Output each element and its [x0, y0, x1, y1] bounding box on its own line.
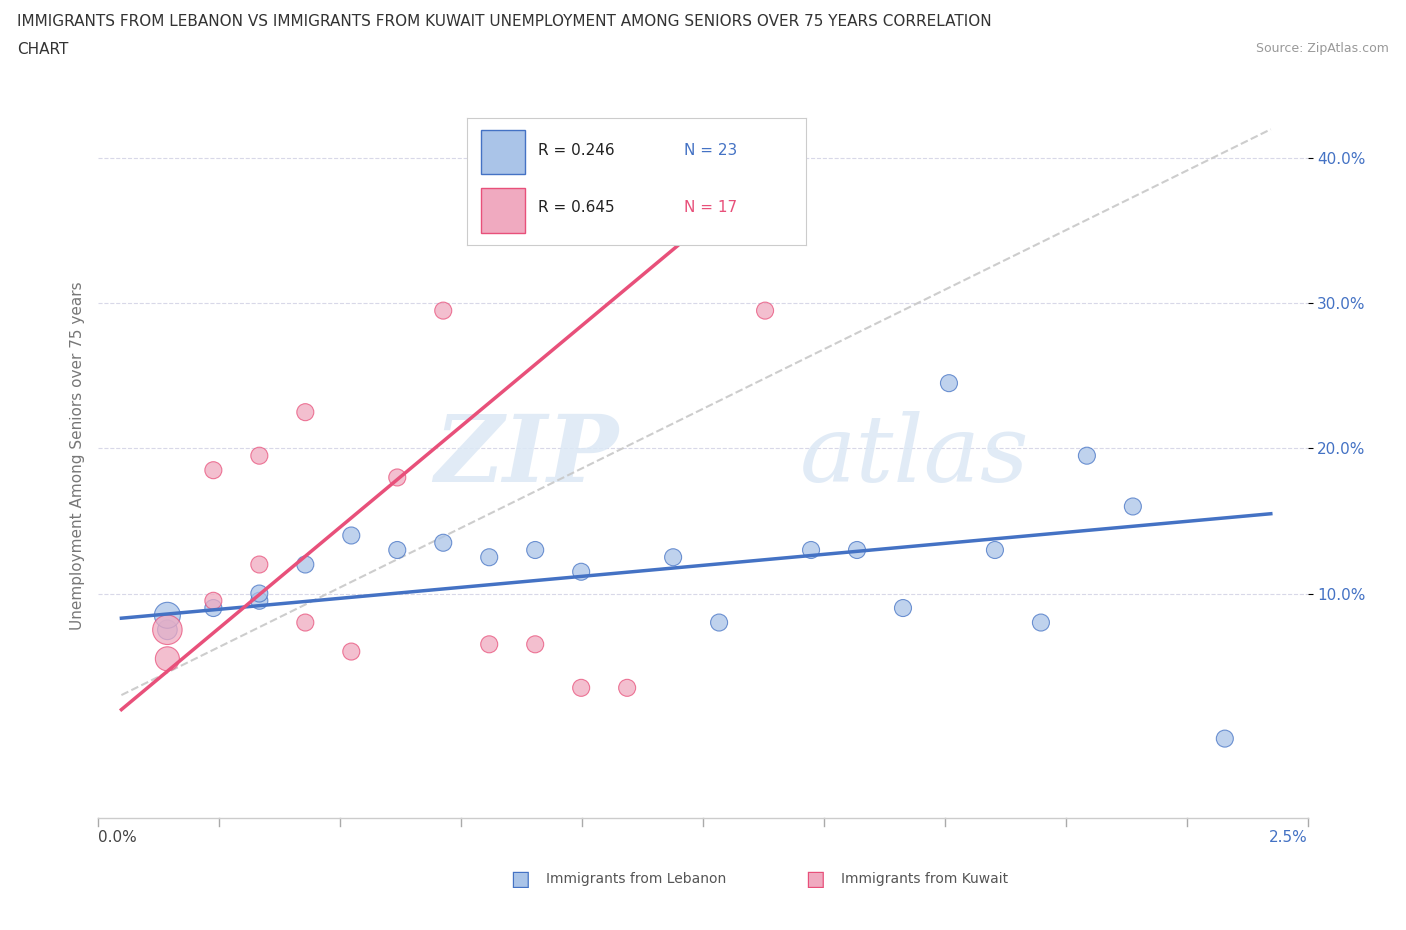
Point — [202, 593, 225, 608]
Point — [800, 542, 823, 557]
Point — [247, 593, 270, 608]
Text: 2.5%: 2.5% — [1268, 830, 1308, 845]
Point — [294, 557, 316, 572]
Point — [202, 601, 225, 616]
Text: ■: ■ — [510, 869, 530, 889]
Point — [247, 586, 270, 601]
Text: □: □ — [510, 869, 530, 889]
Point — [202, 463, 225, 478]
Point — [662, 550, 685, 565]
Point — [432, 536, 454, 551]
Point — [340, 528, 363, 543]
Text: ■: ■ — [806, 869, 825, 889]
Point — [387, 470, 409, 485]
Point — [984, 542, 1007, 557]
Point — [891, 601, 914, 616]
Point — [1213, 731, 1236, 746]
Point — [247, 557, 270, 572]
Point — [1076, 448, 1098, 463]
Point — [156, 622, 179, 637]
Text: Immigrants from Lebanon: Immigrants from Lebanon — [546, 871, 725, 886]
Point — [569, 681, 592, 696]
Point — [524, 637, 547, 652]
Point — [247, 448, 270, 463]
Text: IMMIGRANTS FROM LEBANON VS IMMIGRANTS FROM KUWAIT UNEMPLOYMENT AMONG SENIORS OVE: IMMIGRANTS FROM LEBANON VS IMMIGRANTS FR… — [17, 14, 991, 29]
Point — [846, 542, 869, 557]
Point — [938, 376, 960, 391]
Text: atlas: atlas — [800, 411, 1029, 500]
Point — [432, 303, 454, 318]
Point — [156, 651, 179, 666]
Point — [156, 608, 179, 623]
Point — [294, 615, 316, 630]
Text: ZIP: ZIP — [434, 411, 619, 500]
Point — [707, 615, 730, 630]
Y-axis label: Unemployment Among Seniors over 75 years: Unemployment Among Seniors over 75 years — [69, 282, 84, 630]
Point — [707, 194, 730, 209]
Point — [478, 637, 501, 652]
Point — [156, 622, 179, 637]
Point — [294, 405, 316, 419]
Point — [478, 550, 501, 565]
Text: CHART: CHART — [17, 42, 69, 57]
Point — [340, 644, 363, 659]
Point — [387, 542, 409, 557]
Text: Source: ZipAtlas.com: Source: ZipAtlas.com — [1256, 42, 1389, 55]
Point — [754, 303, 776, 318]
Text: Immigrants from Kuwait: Immigrants from Kuwait — [841, 871, 1008, 886]
Point — [616, 681, 638, 696]
Text: 0.0%: 0.0% — [98, 830, 138, 845]
Point — [1122, 499, 1144, 514]
Point — [1029, 615, 1052, 630]
Point — [569, 565, 592, 579]
Text: □: □ — [806, 869, 825, 889]
Point — [524, 542, 547, 557]
